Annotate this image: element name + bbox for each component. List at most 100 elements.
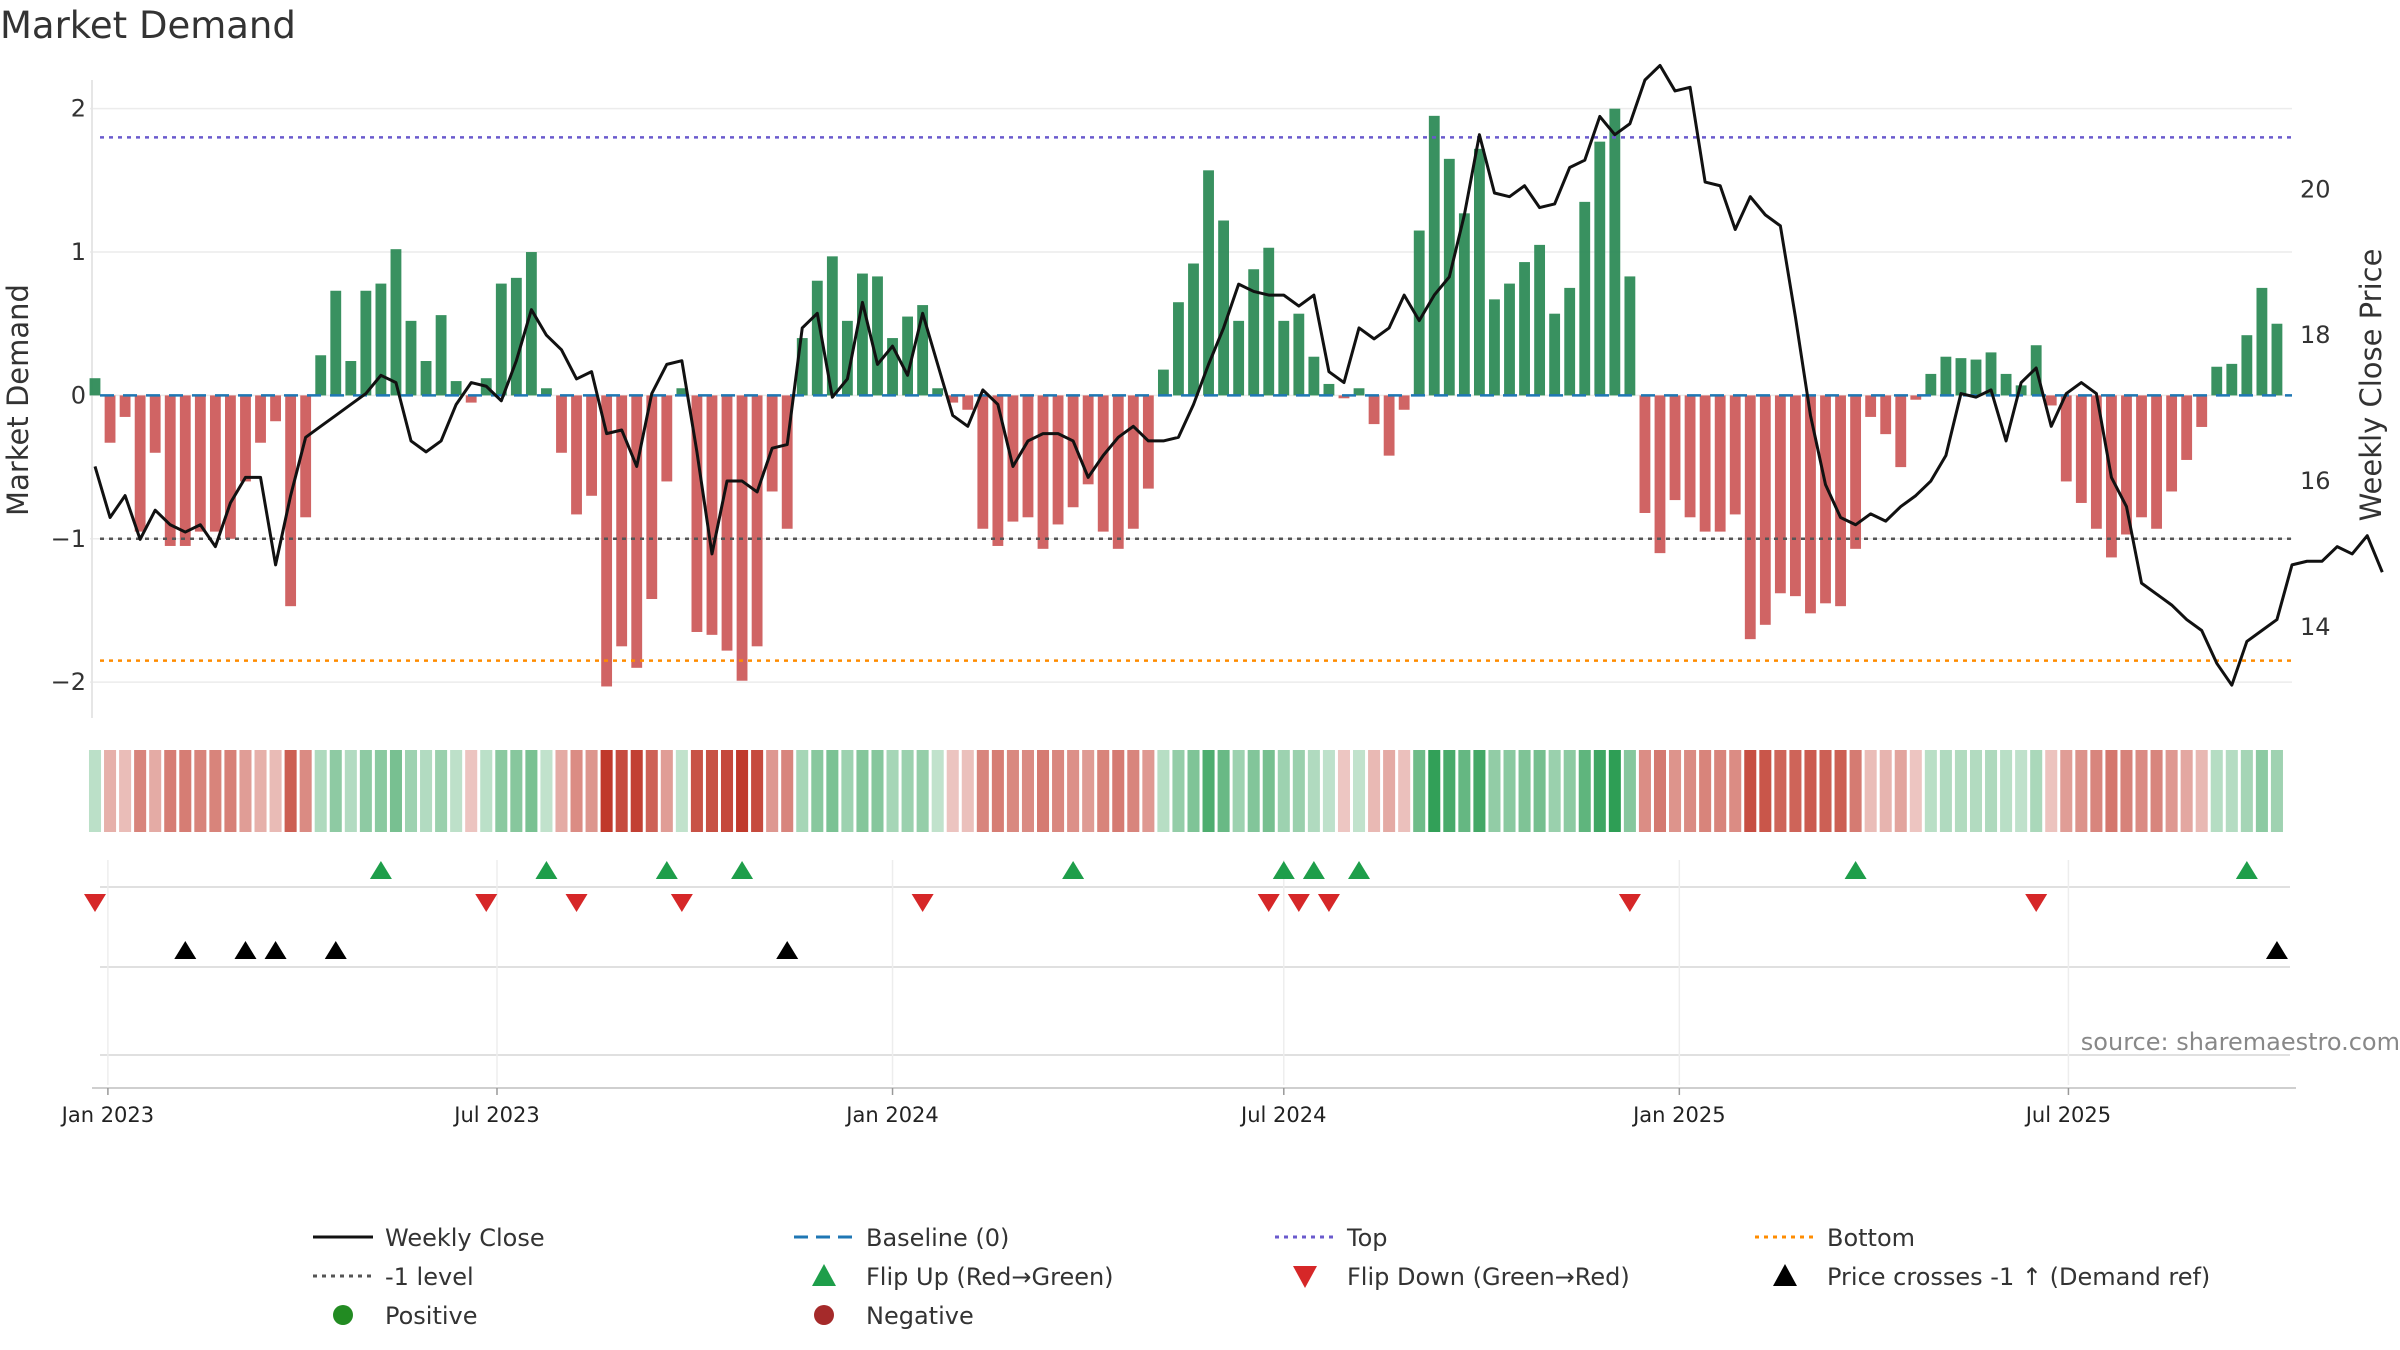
demand-bar bbox=[435, 315, 447, 396]
heatmap-cell bbox=[660, 750, 673, 832]
heatmap-cell bbox=[1247, 750, 1260, 832]
demand-bar bbox=[1790, 395, 1801, 597]
event-rows bbox=[84, 860, 2296, 1089]
price-cross-marker bbox=[264, 941, 287, 959]
flip-down-marker bbox=[1618, 894, 1641, 912]
demand-bar bbox=[1579, 201, 1591, 396]
heatmap-cell bbox=[164, 750, 177, 832]
demand-bar bbox=[676, 388, 688, 396]
heatmap-cell bbox=[465, 750, 478, 832]
demand-bar bbox=[781, 395, 793, 529]
demand-bar bbox=[1458, 213, 1470, 396]
demand-bar bbox=[1729, 395, 1741, 515]
heatmap-cell bbox=[1142, 750, 1155, 832]
legend-item-baseline: Baseline (0) bbox=[794, 1224, 1009, 1252]
heatmap-cell bbox=[344, 750, 357, 832]
demand-bar bbox=[541, 388, 552, 396]
demand-bar bbox=[661, 395, 673, 482]
flip-up-marker bbox=[1302, 861, 1325, 879]
demand-bar bbox=[1654, 395, 1666, 554]
demand-bar bbox=[375, 283, 387, 396]
heatmap-cell bbox=[2255, 750, 2268, 832]
heatmap-cell bbox=[269, 750, 282, 832]
triangle-down-icon bbox=[1293, 1266, 1317, 1288]
demand-bar bbox=[1293, 313, 1305, 396]
heatmap-cell bbox=[796, 750, 809, 832]
demand-bar bbox=[2075, 395, 2087, 503]
flip-down-marker bbox=[475, 894, 498, 912]
demand-bar bbox=[1880, 395, 1892, 435]
demand-bar bbox=[2045, 395, 2057, 406]
demand-bar bbox=[1714, 395, 1726, 532]
left-tick-label: 2 bbox=[71, 95, 86, 123]
heatmap-cell bbox=[2105, 750, 2118, 832]
legend-item-flip-up: Flip Up (Red→Green) bbox=[812, 1263, 1114, 1291]
flip-up-marker bbox=[1062, 861, 1085, 879]
demand-bar bbox=[240, 395, 251, 482]
source-credit: source: sharemaestro.com bbox=[2081, 1028, 2400, 1056]
flip-down-marker bbox=[911, 894, 934, 912]
demand-bar bbox=[1383, 395, 1395, 456]
demand-bar bbox=[1534, 244, 1546, 396]
heatmap-cell bbox=[1307, 750, 1320, 832]
heatmap-cell bbox=[194, 750, 207, 832]
heatmap-cell bbox=[389, 750, 402, 832]
x-tick-label: Jan 2025 bbox=[1631, 1103, 1726, 1127]
legend-item-minus-one: -1 level bbox=[313, 1263, 474, 1291]
demand-bar bbox=[1940, 356, 1952, 396]
heatmap-cell bbox=[1608, 750, 1621, 832]
demand-bar bbox=[119, 395, 131, 417]
demand-bar bbox=[1082, 395, 1094, 485]
chart-title: Market Demand bbox=[0, 4, 296, 47]
heatmap-cell bbox=[1127, 750, 1140, 832]
heatmap-cell bbox=[299, 750, 312, 832]
demand-bar bbox=[616, 395, 628, 647]
heatmap-cell bbox=[179, 750, 192, 832]
demand-bar bbox=[1173, 302, 1184, 396]
x-axis-ticks: Jan 2023 Jul 2023 Jan 2024 Jul 2024 Jan 2025… bbox=[60, 1088, 2111, 1127]
heatmap-cell bbox=[1518, 750, 1531, 832]
heatmap-cell bbox=[1398, 750, 1411, 832]
demand-bar bbox=[1368, 395, 1380, 425]
demand-bar bbox=[1203, 170, 1214, 396]
left-tick-label: 0 bbox=[71, 381, 86, 409]
heatmap-cell bbox=[420, 750, 433, 832]
left-tick-label: 1 bbox=[71, 238, 86, 266]
reference-lines bbox=[100, 136, 2292, 662]
flip-down-marker bbox=[1257, 894, 1280, 912]
demand-bar bbox=[1022, 395, 1034, 518]
heatmap-cell bbox=[1202, 750, 1215, 832]
demand-bar bbox=[631, 395, 643, 668]
demand-bar bbox=[1157, 369, 1169, 396]
heatmap-cell bbox=[1924, 750, 1937, 832]
demand-bar bbox=[811, 280, 823, 396]
demand-bar bbox=[1067, 395, 1079, 508]
demand-bar bbox=[89, 378, 101, 396]
heatmap-cell bbox=[766, 750, 779, 832]
demand-bar bbox=[420, 361, 432, 396]
demand-bar bbox=[872, 276, 883, 396]
demand-bar bbox=[405, 320, 417, 396]
heatmap-cell bbox=[570, 750, 583, 832]
heatmap-cell bbox=[675, 750, 688, 832]
heatmap-cell bbox=[1533, 750, 1546, 832]
demand-bar bbox=[2181, 395, 2193, 460]
legend-item-weekly-close: Weekly Close bbox=[313, 1224, 545, 1252]
heatmap-cell bbox=[1563, 750, 1576, 832]
triangle-up-icon bbox=[1773, 1264, 1797, 1286]
demand-bar bbox=[1835, 395, 1846, 607]
flip-up-marker bbox=[1844, 861, 1867, 879]
demand-bar bbox=[1218, 220, 1230, 396]
heatmap-cell bbox=[149, 750, 162, 832]
dot-icon bbox=[814, 1305, 834, 1325]
heatmap-cell bbox=[1729, 750, 1742, 832]
flip-down-marker bbox=[2025, 894, 2048, 912]
demand-bar bbox=[1398, 395, 1410, 410]
x-tick-label: Jul 2023 bbox=[452, 1103, 539, 1127]
heatmap-cell bbox=[630, 750, 643, 832]
demand-bar bbox=[1820, 395, 1831, 604]
heatmap-cell bbox=[826, 750, 839, 832]
demand-bar bbox=[646, 395, 658, 600]
demand-bar bbox=[826, 256, 838, 396]
heatmap-cell bbox=[1217, 750, 1230, 832]
